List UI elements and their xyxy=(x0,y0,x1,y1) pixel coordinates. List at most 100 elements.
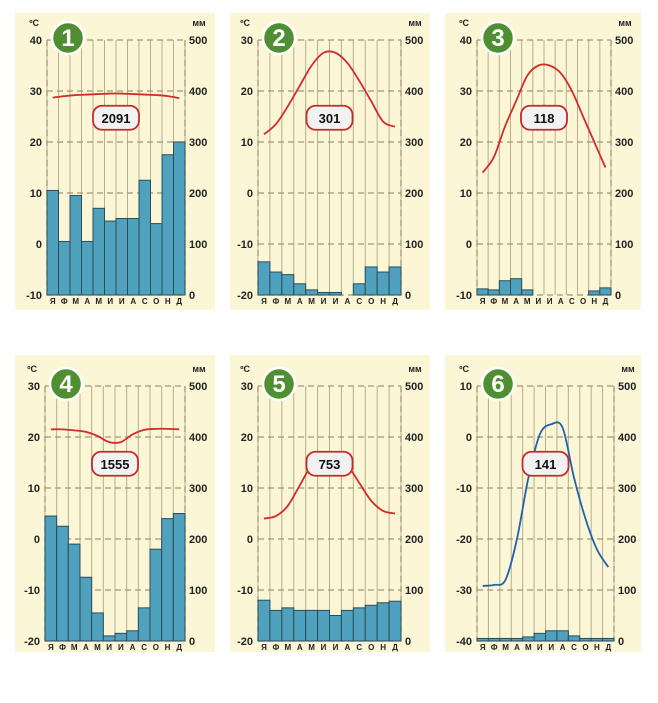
month-label: Я xyxy=(480,297,486,306)
precipitation-unit-label: мм xyxy=(408,364,422,374)
precipitation-tick-label: 300 xyxy=(405,137,423,149)
month-label: Н xyxy=(165,297,171,306)
precipitation-tick-label: 300 xyxy=(618,483,636,495)
precipitation-bar xyxy=(293,283,307,296)
precipitation-bar xyxy=(46,189,59,296)
precipitation-bar xyxy=(498,280,511,296)
month-label: Н xyxy=(380,297,386,306)
precipitation-tick-label: 200 xyxy=(615,188,633,200)
month-label: Н xyxy=(380,643,386,652)
month-label: А xyxy=(514,643,520,652)
precipitation-bar xyxy=(487,637,501,642)
precipitation-tick-label: 300 xyxy=(405,483,423,495)
precipitation-unit-label: мм xyxy=(192,364,206,374)
chart-number-label: 3 xyxy=(491,25,504,52)
month-label: И xyxy=(321,297,327,306)
month-label: Д xyxy=(392,297,398,306)
precipitation-bar xyxy=(126,630,139,642)
month-label: Я xyxy=(48,643,54,652)
chart-number-label: 5 xyxy=(272,371,285,398)
precipitation-bar xyxy=(317,291,330,296)
month-label: И xyxy=(333,643,339,652)
temperature-tick-label: -30 xyxy=(456,585,472,597)
month-label: А xyxy=(558,297,564,306)
month-label: О xyxy=(153,297,159,306)
temperature-unit-label: ºC xyxy=(27,364,37,374)
month-label: М xyxy=(308,297,315,306)
month-label: М xyxy=(524,297,531,306)
precipitation-tick-label: 400 xyxy=(405,432,423,444)
month-label: Я xyxy=(261,297,267,306)
chart-number-label: 2 xyxy=(272,25,285,52)
month-label: Я xyxy=(480,643,486,652)
temperature-tick-label: -20 xyxy=(237,290,253,302)
precipitation-unit-label: мм xyxy=(408,18,422,28)
precipitation-tick-label: 400 xyxy=(189,432,207,444)
month-label: И xyxy=(333,297,339,306)
month-label: М xyxy=(95,297,102,306)
precipitation-bar xyxy=(104,220,117,296)
precipitation-tick-label: 100 xyxy=(615,239,633,251)
month-label: С xyxy=(569,297,575,306)
precipitation-tick-label: 100 xyxy=(618,585,636,597)
temperature-tick-label: 0 xyxy=(34,534,40,546)
precipitation-bar xyxy=(161,518,174,642)
temperature-tick-label: 40 xyxy=(460,35,472,47)
month-label: Ф xyxy=(272,297,279,306)
temperature-tick-label: -10 xyxy=(26,290,42,302)
temperature-tick-label: 0 xyxy=(36,239,42,251)
precipitation-bar xyxy=(149,548,163,642)
month-label: М xyxy=(502,297,509,306)
precipitation-unit-label: мм xyxy=(192,18,206,28)
precipitation-bar xyxy=(44,515,58,642)
temperature-tick-label: 0 xyxy=(247,188,253,200)
month-label: С xyxy=(141,643,147,652)
precipitation-tick-label: 500 xyxy=(189,381,207,393)
precipitation-tick-label: 300 xyxy=(189,483,207,495)
precipitation-bar xyxy=(127,218,140,296)
month-label: А xyxy=(344,297,350,306)
month-label: И xyxy=(547,297,553,306)
precipitation-bar xyxy=(329,291,342,296)
temperature-tick-label: 10 xyxy=(241,137,253,149)
temperature-tick-label: -20 xyxy=(24,636,40,648)
temperature-tick-label: 30 xyxy=(241,35,253,47)
precipitation-total-box xyxy=(521,450,570,477)
precipitation-bar xyxy=(317,609,330,642)
precipitation-bar xyxy=(172,513,186,642)
chart-number-badge xyxy=(50,20,86,56)
precipitation-bar xyxy=(173,141,186,296)
precipitation-bar xyxy=(67,543,81,642)
temperature-tick-label: 20 xyxy=(241,432,253,444)
precipitation-bar xyxy=(91,612,104,642)
precipitation-total-label: 118 xyxy=(534,111,555,126)
precipitation-tick-label: 200 xyxy=(405,534,423,546)
precipitation-tick-label: 400 xyxy=(189,86,207,98)
precipitation-bar xyxy=(388,600,402,642)
month-label: О xyxy=(153,643,159,652)
precipitation-total-box xyxy=(520,104,568,131)
temperature-tick-label: 10 xyxy=(241,483,253,495)
precipitation-tick-label: 200 xyxy=(189,188,207,200)
temperature-tick-label: -40 xyxy=(456,636,472,648)
month-label: И xyxy=(118,643,124,652)
precipitation-total-label: 2091 xyxy=(102,111,131,126)
precipitation-bar xyxy=(499,637,512,642)
precipitation-tick-label: 0 xyxy=(189,636,195,648)
precipitation-tick-label: 100 xyxy=(189,239,207,251)
precipitation-tick-label: 300 xyxy=(615,137,633,149)
precipitation-tick-label: 400 xyxy=(615,86,633,98)
precipitation-bar xyxy=(269,271,283,296)
precipitation-bar xyxy=(340,609,354,642)
temperature-tick-label: -20 xyxy=(237,636,253,648)
precipitation-bar xyxy=(305,609,319,642)
precipitation-bar xyxy=(352,607,366,642)
precipitation-tick-label: 100 xyxy=(405,239,423,251)
temperature-tick-label: 0 xyxy=(466,239,472,251)
chart-number-badge xyxy=(48,366,84,402)
month-label: И xyxy=(536,297,542,306)
precipitation-bar xyxy=(364,604,378,642)
month-label: И xyxy=(548,643,554,652)
month-label: Ф xyxy=(61,297,68,306)
